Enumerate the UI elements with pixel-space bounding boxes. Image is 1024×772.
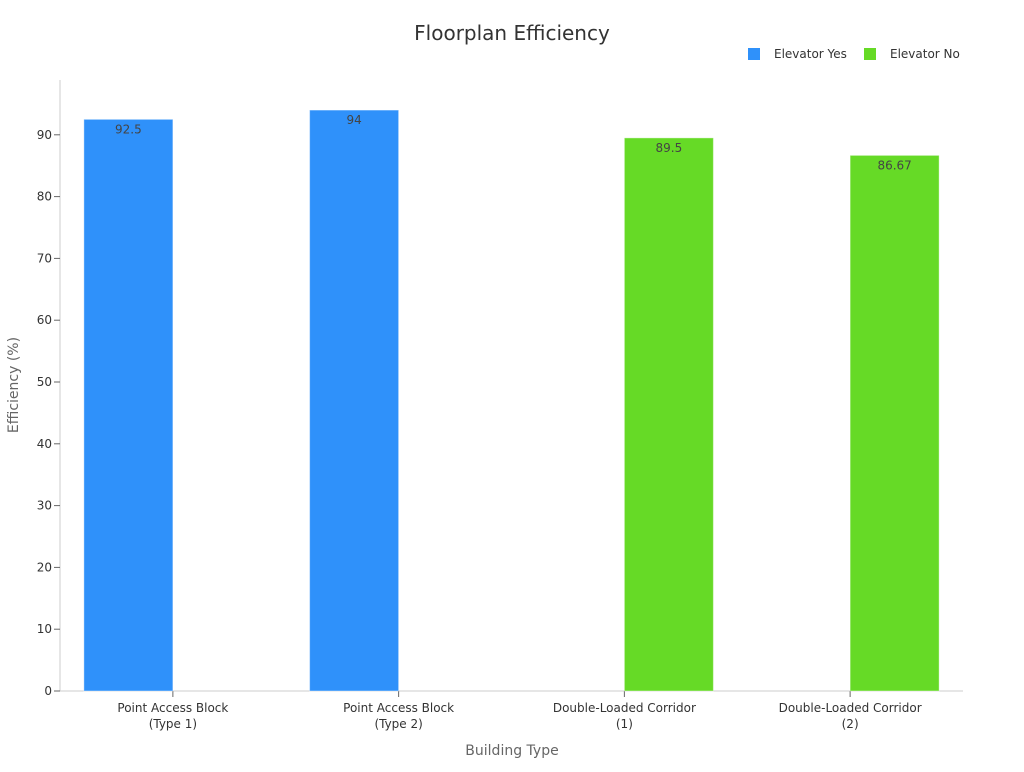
y-tick-label: 50: [37, 375, 52, 389]
y-tick-label: 30: [37, 499, 52, 513]
x-tick-label: Point Access Block: [117, 701, 228, 715]
data-label: 92.5: [115, 122, 142, 136]
y-tick-label: 80: [37, 190, 52, 204]
y-tick-label: 0: [44, 684, 52, 698]
axes: 0 10 20 30 40 50 60 70 80 90 Point Access Block (Ty…: [37, 80, 963, 731]
bar: [309, 109, 400, 692]
x-tick-label: Point Access Block: [343, 701, 454, 715]
chart-title: Floorplan Efficiency: [414, 21, 610, 45]
y-tick-label: 60: [37, 313, 52, 327]
bar: [623, 137, 714, 692]
data-label: 94: [346, 113, 361, 127]
bar: [849, 154, 940, 692]
y-tick-label: 20: [37, 560, 52, 574]
x-tick-label: (1): [616, 717, 633, 731]
bar: [83, 118, 174, 692]
bars: 92.5 94 89.5 86.67: [83, 109, 940, 692]
y-tick-label: 40: [37, 437, 52, 451]
y-tick-label: 10: [37, 622, 52, 636]
legend-swatch: [864, 48, 876, 60]
x-tick-label: (Type 2): [374, 717, 422, 731]
data-label: 86.67: [877, 158, 911, 172]
legend-label: Elevator No: [890, 47, 960, 61]
legend-swatch: [748, 48, 760, 60]
x-tick-label: Double-Loaded Corridor: [553, 701, 696, 715]
y-tick-label: 90: [37, 128, 52, 142]
y-axis-label: Efficiency (%): [6, 337, 22, 433]
legend-label: Elevator Yes: [774, 47, 847, 61]
legend: Elevator Yes Elevator No: [748, 47, 960, 61]
x-axis-label: Building Type: [465, 743, 558, 759]
x-tick-label: (2): [842, 717, 859, 731]
data-label: 89.5: [656, 141, 683, 155]
x-tick-label: Double-Loaded Corridor: [779, 701, 922, 715]
y-tick-label: 70: [37, 251, 52, 265]
x-tick-label: (Type 1): [149, 717, 197, 731]
